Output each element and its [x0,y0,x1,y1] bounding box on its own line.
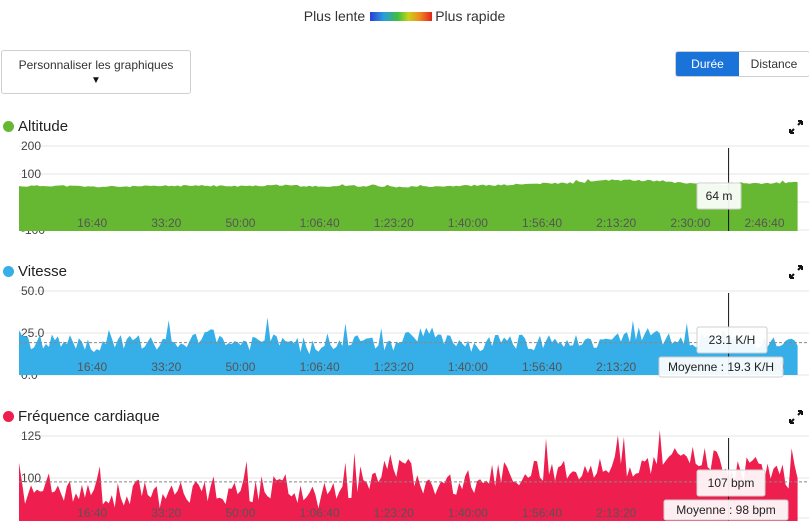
heart-rate-expand-icon[interactable] [789,410,803,424]
tooltip-value: 107 bpm [708,476,755,490]
heart-rate-dot-icon [3,411,14,422]
average-box [663,499,789,521]
average-tooltip: Moyenne : 98 bpm [663,499,789,521]
heart-rate-chart-title: Fréquence cardiaque [3,408,160,425]
average-value: Moyenne : 98 bpm [676,503,775,517]
altitude-title-text: Altitude [18,118,69,135]
tooltip-box [696,182,742,210]
x-tick-label: 1:40:00 [448,506,488,520]
x-tick-label: 1:40:00 [448,360,488,374]
legend-slow-label: Plus lente [303,8,366,24]
x-tick-label: 1:06:40 [300,360,340,374]
caret-down-icon: ▼ [91,75,101,86]
x-tick-label: 2:46:40 [744,216,784,230]
x-tick-label: 16:40 [77,506,107,520]
x-tick-label: 16:40 [77,360,107,374]
heart-rate-title-text: Fréquence cardiaque [18,408,160,425]
speed-expand-icon[interactable] [789,265,803,279]
x-tick-label: 1:40:00 [448,216,488,230]
cursor-tooltip: 23.1 K/H [696,326,768,354]
y-tick-label: 100 [21,167,41,181]
speed-color-legend: Plus lente Plus rapide [0,8,809,24]
average-value: Moyenne : 19.3 K/H [668,360,774,374]
x-tick-label: 2:13:20 [596,216,636,230]
x-tick-label: 33:20 [151,216,181,230]
x-tick-label: 1:56:40 [522,506,562,520]
y-tick-label: 200 [21,139,41,153]
y-tick-label: 100 [21,471,41,485]
x-axis-mode-toggle: Durée Distance [675,51,809,77]
altitude-dot-icon [3,121,14,132]
cursor-tooltip: 64 m [696,182,742,210]
x-tick-label: 1:23:20 [374,506,414,520]
x-tick-label: 50:00 [225,506,255,520]
y-tick-label: 125 [21,429,41,443]
x-tick-label: 2:13:20 [596,360,636,374]
series-area [19,179,798,231]
speed-dot-icon [3,266,14,277]
average-tooltip: Moyenne : 19.3 K/H [658,356,784,378]
speed-chart[interactable]: 50.025.00.016:4033:2050:001:06:401:23:20… [0,284,809,382]
x-tick-label: 1:23:20 [374,360,414,374]
x-tick-label: 16:40 [77,216,107,230]
x-tick-label: 1:56:40 [522,216,562,230]
x-tick-label: 33:20 [151,506,181,520]
x-tick-label: 1:06:40 [300,506,340,520]
cursor-tooltip: 107 bpm [696,469,766,497]
y-tick-label: 25.0 [21,326,45,340]
altitude-chart-title: Altitude [3,118,68,135]
series-area [19,430,798,521]
legend-fast-label: Plus rapide [435,8,506,24]
x-tick-label: 1:06:40 [300,216,340,230]
speed-chart-title: Vitesse [3,263,67,280]
tooltip-value: 64 m [706,189,733,203]
x-tick-label: 50:00 [225,216,255,230]
speed-gradient-bar [370,11,433,21]
series-area [19,317,798,375]
x-tick-label: 50:00 [225,360,255,374]
tooltip-value: 23.1 K/H [709,333,756,347]
tooltip-box [696,326,768,354]
y-tick-label: 50.0 [21,284,45,298]
x-tick-label: 33:20 [151,360,181,374]
average-box [658,356,784,378]
distance-toggle-button[interactable]: Distance [739,52,809,76]
x-tick-label: 1:23:20 [374,216,414,230]
x-tick-label: 2:30:00 [670,216,710,230]
x-tick-label: 1:56:40 [522,360,562,374]
customize-charts-button[interactable]: Personnaliser les graphiques ▼ [1,50,191,94]
altitude-chart[interactable]: 2001000-10016:4033:2050:001:06:401:23:20… [0,139,809,237]
altitude-expand-icon[interactable] [789,120,803,134]
duration-toggle-button[interactable]: Durée [676,52,739,76]
heart-rate-chart[interactable]: 1251007516:4033:2050:001:06:401:23:201:4… [0,429,809,521]
tooltip-box [696,469,766,497]
customize-charts-label: Personnaliser les graphiques [18,58,174,72]
speed-title-text: Vitesse [18,263,67,280]
x-tick-label: 2:13:20 [596,506,636,520]
